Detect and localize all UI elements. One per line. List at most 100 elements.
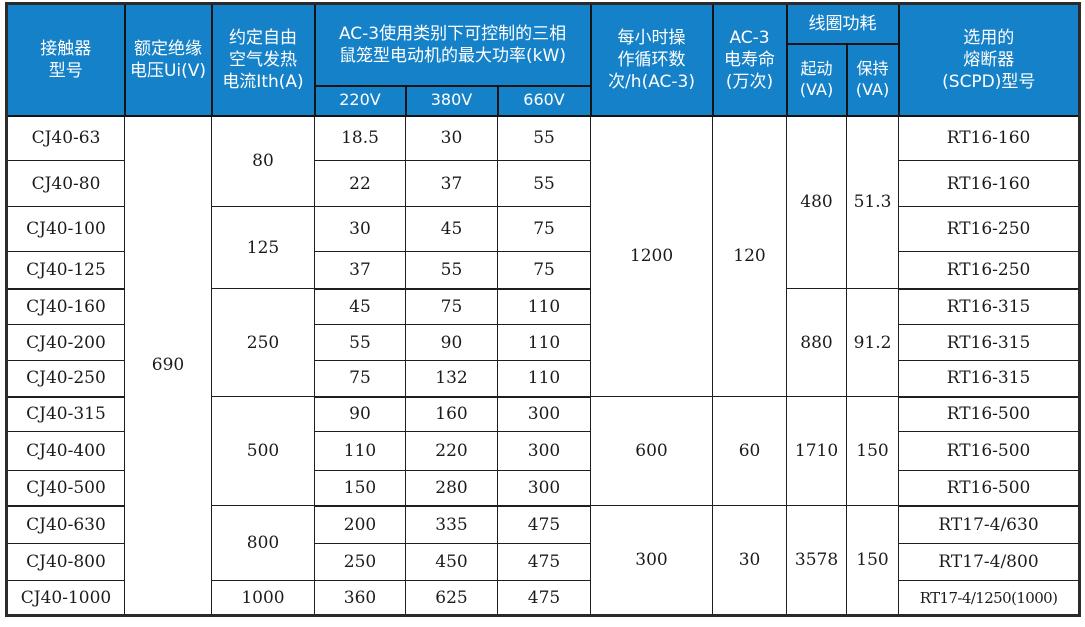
cell-p660: 110 <box>496 288 592 325</box>
header-cycles: 每小时操 作循环数 次/h(AC-3) <box>589 2 714 117</box>
cell-p380: 55 <box>405 251 498 290</box>
cell-scpd: RT16-315 <box>898 360 1081 398</box>
cell-scpd: RT16-500 <box>898 396 1081 432</box>
table-row: CJ40-200 55 90 110 RT16-315 <box>6 324 1081 361</box>
cell-p220: 75 <box>314 360 406 398</box>
cell-p220: 200 <box>314 505 406 544</box>
cell-cycles: 300 <box>590 505 714 616</box>
cell-scpd: RT17-4/1250(1000) <box>898 580 1081 616</box>
cell-p220: 22 <box>314 160 406 207</box>
cell-scpd: RT16-500 <box>898 431 1081 471</box>
cell-p660: 110 <box>496 360 592 398</box>
cell-p220: 110 <box>314 431 406 471</box>
cell-life: 120 <box>712 115 788 397</box>
cell-p380: 30 <box>405 115 498 161</box>
table-row: CJ40-100 125 30 45 75 RT16-250 <box>6 206 1081 289</box>
cell-coil-hold: 150 <box>846 396 900 506</box>
table-row: CJ40-80 22 37 55 RT16-160 <box>6 160 1081 207</box>
cell-model: CJ40-63 <box>6 115 125 161</box>
table-row: CJ40-160 250 45 75 110 880 91.2 RT16-315 <box>6 288 1081 397</box>
cell-scpd: RT16-250 <box>898 251 1081 290</box>
cell-cycles: 1200 <box>590 115 714 397</box>
cell-p380: 45 <box>405 206 498 252</box>
cell-scpd: RT16-250 <box>898 206 1081 252</box>
cell-model: CJ40-80 <box>6 160 125 207</box>
cell-p380: 625 <box>405 580 498 616</box>
header-model: 接触器 型号 <box>5 2 126 117</box>
header-380v: 380V <box>404 84 499 117</box>
cell-p380: 132 <box>405 360 498 398</box>
contactor-spec-table: 接触器 型号 额定绝缘 电压Ui(V) 约定自由 空气发热 电流Ith(A) A… <box>5 2 1082 617</box>
cell-p380: 160 <box>405 396 498 432</box>
cell-p220: 45 <box>314 288 406 325</box>
header-thermal-current: 约定自由 空气发热 电流Ith(A) <box>210 2 316 117</box>
cell-p380: 90 <box>405 324 498 361</box>
cell-p220: 250 <box>314 543 406 581</box>
cell-model: CJ40-200 <box>6 324 125 361</box>
cell-coil-hold: 150 <box>846 505 900 616</box>
table-row: CJ40-125 37 55 75 RT16-250 <box>6 251 1081 290</box>
table-row: CJ40-63 690 80 18.5 30 55 1200 120 480 5… <box>6 115 1081 616</box>
cell-coil-hold: 91.2 <box>846 288 900 397</box>
table-header: 接触器 型号 额定绝缘 电压Ui(V) 约定自由 空气发热 电流Ith(A) A… <box>5 2 1081 117</box>
cell-ith: 125 <box>211 206 315 289</box>
cell-p380: 37 <box>405 160 498 207</box>
cell-p380: 335 <box>405 505 498 544</box>
cell-p220: 18.5 <box>314 115 406 161</box>
cell-p220: 90 <box>314 396 406 432</box>
cell-model: CJ40-800 <box>6 543 125 581</box>
cell-p660: 475 <box>496 543 592 581</box>
cell-ith: 80 <box>211 115 315 207</box>
cell-ith: 250 <box>211 288 315 397</box>
header-coil-start: 起动 (VA) <box>785 42 848 117</box>
cell-scpd: RT17-4/800 <box>898 543 1081 581</box>
cell-p220: 37 <box>314 251 406 290</box>
cell-scpd: RT16-500 <box>898 470 1081 507</box>
cell-model: CJ40-1000 <box>6 580 125 616</box>
cell-model: CJ40-400 <box>6 431 125 471</box>
header-220v: 220V <box>313 84 407 117</box>
cell-p660: 300 <box>496 431 592 471</box>
header-660v: 660V <box>496 84 592 117</box>
cell-coil-hold: 51.3 <box>846 115 900 289</box>
cell-p220: 360 <box>314 580 406 616</box>
cell-p220: 150 <box>314 470 406 507</box>
cell-p660: 300 <box>496 396 592 432</box>
cell-scpd: RT16-160 <box>898 115 1081 161</box>
cell-model: CJ40-100 <box>6 206 125 252</box>
cell-coil-start: 3578 <box>786 505 848 616</box>
cell-p380: 450 <box>405 543 498 581</box>
cell-life: 60 <box>712 396 788 506</box>
header-insulation-voltage: 额定绝缘 电压Ui(V) <box>123 2 213 117</box>
cell-p660: 75 <box>496 206 592 252</box>
table-row: CJ40-400 110 220 300 RT16-500 <box>6 431 1081 471</box>
cell-p660: 55 <box>496 115 592 161</box>
cell-scpd: RT17-4/630 <box>898 505 1081 544</box>
cell-model: CJ40-630 <box>6 505 125 544</box>
cell-p380: 75 <box>405 288 498 325</box>
cell-p380: 280 <box>405 470 498 507</box>
table-row: CJ40-630 800 200 335 475 300 30 3578 150… <box>6 505 1081 616</box>
header-coil-group: 线圈功耗 <box>785 2 900 45</box>
cell-p220: 30 <box>314 206 406 252</box>
cell-model: CJ40-315 <box>6 396 125 432</box>
cell-scpd: RT16-160 <box>898 160 1081 207</box>
table-row: CJ40-500 150 280 300 RT16-500 <box>6 470 1081 507</box>
header-fuse: 选用的 熔断器 (SCPD)型号 <box>897 2 1081 117</box>
cell-p660: 300 <box>496 470 592 507</box>
header-life: AC-3 电寿命 (万次) <box>711 2 788 117</box>
cell-model: CJ40-125 <box>6 251 125 290</box>
cell-p380: 220 <box>405 431 498 471</box>
cell-scpd: RT16-315 <box>898 288 1081 325</box>
cell-cycles: 600 <box>590 396 714 506</box>
cell-life: 30 <box>712 505 788 616</box>
cell-ith: 800 <box>211 505 315 581</box>
cell-model: CJ40-160 <box>6 288 125 325</box>
cell-p220: 55 <box>314 324 406 361</box>
cell-p660: 475 <box>496 580 592 616</box>
table-body: CJ40-63 690 80 18.5 30 55 1200 120 480 5… <box>6 115 1081 616</box>
table-row: CJ40-800 250 450 475 RT17-4/800 <box>6 543 1081 581</box>
cell-ui-voltage: 690 <box>124 115 212 616</box>
table-row: CJ40-315 500 90 160 300 600 60 1710 150 … <box>6 396 1081 506</box>
table-row: CJ40-1000 1000 360 625 475 RT17-4/1250(1… <box>6 580 1081 616</box>
